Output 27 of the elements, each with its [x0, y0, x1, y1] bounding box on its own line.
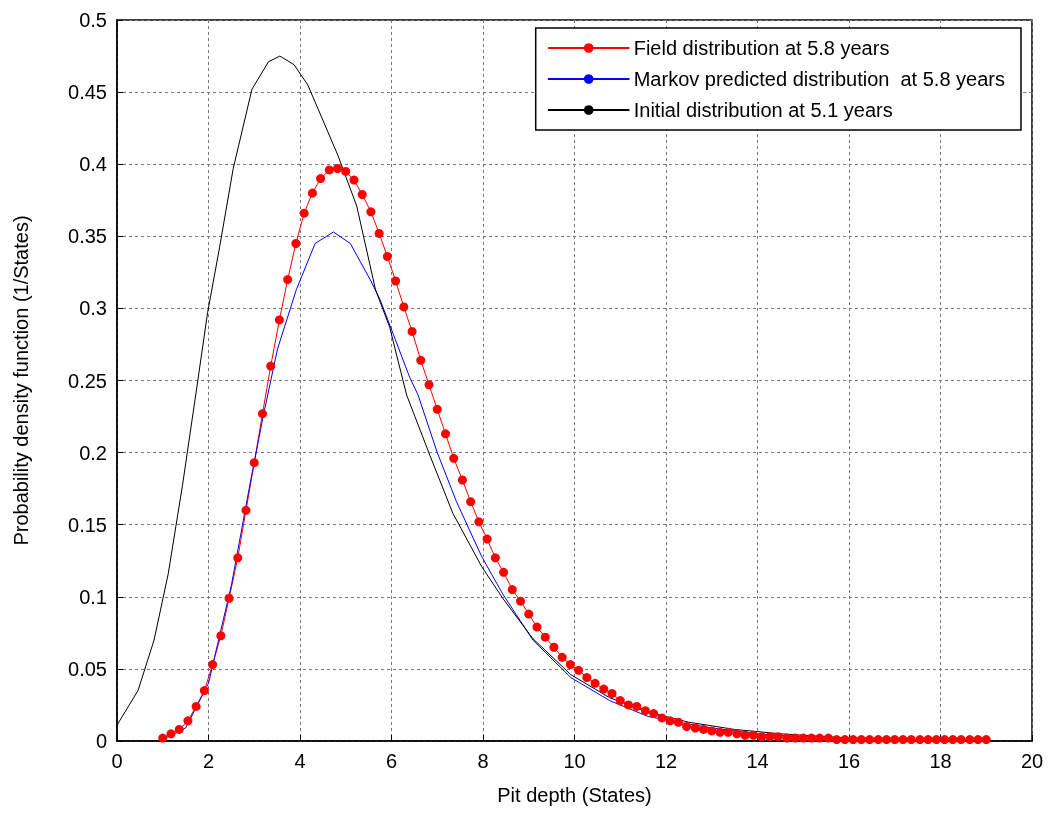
x-tick-label: 2: [202, 750, 215, 772]
x-tick-label: 20: [1020, 750, 1044, 772]
x-tick-label: 18: [929, 750, 952, 772]
x-tick-label: 8: [477, 750, 489, 772]
y-tick-label: 0.2: [79, 441, 107, 464]
legend-label: Initial distribution at 5.1 years: [633, 99, 893, 121]
x-tick-label: 6: [385, 750, 398, 772]
y-tick-label: 0.5: [79, 9, 107, 31]
x-tick-label: 10: [563, 750, 586, 772]
y-tick-label: 0.3: [79, 297, 107, 320]
x-tick-label: 16: [837, 750, 861, 772]
y-tick-label: 0.1: [79, 585, 107, 608]
y-tick-label: 0.25: [68, 369, 107, 392]
y-tick-label: 0.4: [79, 153, 107, 176]
x-tick-label: 12: [654, 750, 678, 772]
y-tick-label: 0: [95, 730, 107, 752]
legend-label: Field distribution at 5.8 years: [633, 37, 890, 59]
x-axis-title: Pit depth (States): [497, 784, 652, 806]
legend-label: Markov predicted distribution at 5.8 years: [633, 68, 1006, 90]
y-tick-label: 0.45: [68, 81, 107, 104]
x-tick-label: 4: [294, 750, 306, 772]
x-tick-label: 14: [746, 750, 769, 772]
x-tick-label: 0: [111, 750, 123, 772]
y-tick-label: 0.15: [68, 513, 107, 536]
y-tick-label: 0.05: [68, 657, 107, 680]
y-tick-label: 0.35: [68, 225, 107, 248]
y-axis-title: Probability density function (1/States): [10, 215, 32, 546]
